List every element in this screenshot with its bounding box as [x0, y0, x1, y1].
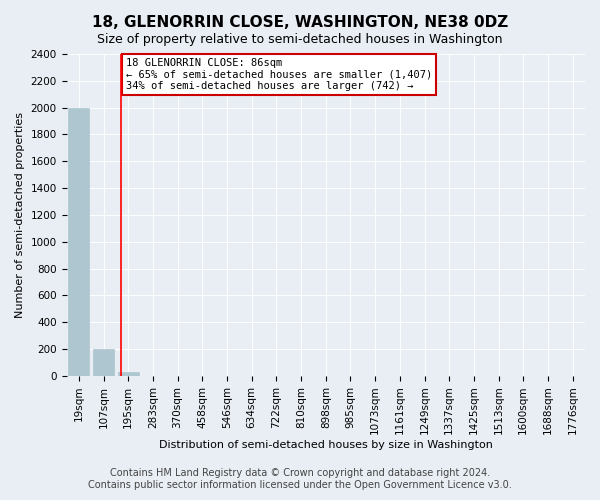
Bar [93, 349, 114, 376]
Y-axis label: Number of semi-detached properties: Number of semi-detached properties [15, 112, 25, 318]
Text: Size of property relative to semi-detached houses in Washington: Size of property relative to semi-detach… [97, 32, 503, 46]
Bar [118, 372, 139, 376]
X-axis label: Distribution of semi-detached houses by size in Washington: Distribution of semi-detached houses by … [159, 440, 493, 450]
Text: Contains HM Land Registry data © Crown copyright and database right 2024.
Contai: Contains HM Land Registry data © Crown c… [88, 468, 512, 490]
Text: 18 GLENORRIN CLOSE: 86sqm
← 65% of semi-detached houses are smaller (1,407)
34% : 18 GLENORRIN CLOSE: 86sqm ← 65% of semi-… [126, 58, 432, 91]
Bar [68, 108, 89, 376]
Text: 18, GLENORRIN CLOSE, WASHINGTON, NE38 0DZ: 18, GLENORRIN CLOSE, WASHINGTON, NE38 0D… [92, 15, 508, 30]
